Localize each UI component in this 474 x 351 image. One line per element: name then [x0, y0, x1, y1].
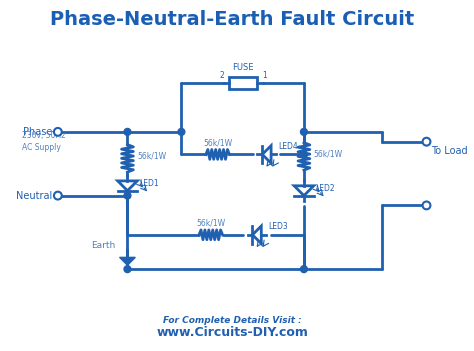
Circle shape: [124, 266, 131, 273]
Circle shape: [124, 128, 131, 135]
Bar: [229, 77, 257, 89]
Text: 56k/1W: 56k/1W: [314, 150, 343, 159]
Circle shape: [301, 151, 307, 158]
Text: 1: 1: [262, 71, 267, 80]
Text: www.Circuits-DIY.com: www.Circuits-DIY.com: [156, 326, 308, 339]
Text: LED4: LED4: [278, 142, 298, 151]
Circle shape: [124, 192, 131, 199]
Circle shape: [54, 128, 62, 136]
Circle shape: [423, 138, 430, 146]
Circle shape: [54, 192, 62, 199]
Text: Phase-Neutral-Earth Fault Circuit: Phase-Neutral-Earth Fault Circuit: [50, 9, 414, 29]
Text: LED3: LED3: [269, 223, 288, 231]
Text: LED2: LED2: [316, 184, 335, 193]
Circle shape: [423, 201, 430, 209]
Text: Earth: Earth: [91, 241, 116, 250]
Text: 56k/1W: 56k/1W: [137, 152, 166, 161]
Text: Phase: Phase: [23, 127, 52, 137]
Text: Neutral: Neutral: [16, 191, 52, 201]
Text: 230v, 50Hz
AC Supply: 230v, 50Hz AC Supply: [22, 131, 65, 152]
Text: LED1: LED1: [139, 179, 159, 188]
Polygon shape: [119, 257, 135, 265]
Text: For Complete Details Visit :: For Complete Details Visit :: [163, 316, 302, 325]
Text: To Load: To Load: [431, 146, 468, 157]
Text: FUSE: FUSE: [232, 63, 254, 72]
Circle shape: [178, 128, 185, 135]
Text: 56k/1W: 56k/1W: [203, 138, 232, 147]
Circle shape: [301, 128, 307, 135]
Text: 2: 2: [219, 71, 224, 80]
Text: 56k/1W: 56k/1W: [196, 219, 225, 227]
Circle shape: [301, 266, 307, 273]
